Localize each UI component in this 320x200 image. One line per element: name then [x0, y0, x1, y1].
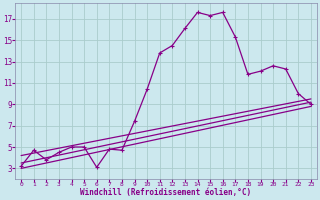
X-axis label: Windchill (Refroidissement éolien,°C): Windchill (Refroidissement éolien,°C): [80, 188, 252, 197]
